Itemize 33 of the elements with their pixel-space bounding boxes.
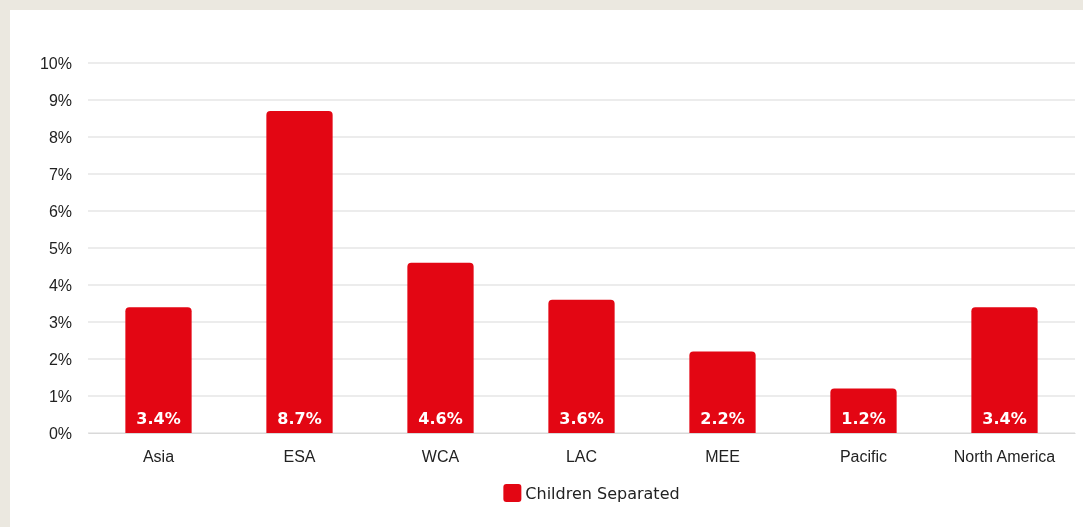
y-tick-label: 1% <box>48 387 72 405</box>
y-tick-label: 2% <box>48 350 72 368</box>
text: 4.6% <box>418 409 463 428</box>
bar <box>548 299 615 433</box>
y-tick-label: 0% <box>48 424 72 442</box>
text: 2.2% <box>700 409 745 428</box>
y-tick-label: 4% <box>48 276 72 294</box>
y-tick-label: 9% <box>48 91 72 109</box>
bar <box>407 262 474 433</box>
bar <box>125 307 192 433</box>
x-tick-label: WCA <box>421 448 460 466</box>
bar <box>689 351 756 433</box>
bar <box>830 388 897 433</box>
y-tick-label: 3% <box>48 313 72 331</box>
y-tick-label: 6% <box>48 202 72 220</box>
text: 3.4% <box>136 409 181 428</box>
legend-label: Children Separated <box>525 484 680 503</box>
y-tick-label: 8% <box>48 128 72 146</box>
text: 8.7% <box>277 409 322 428</box>
x-tick-label: Pacific <box>839 448 888 466</box>
y-tick-label: 5% <box>48 239 72 257</box>
text: 3.6% <box>559 409 604 428</box>
x-tick-label: LAC <box>565 448 598 466</box>
bar <box>266 111 333 433</box>
bar <box>971 307 1038 433</box>
x-tick-label: MEE <box>705 448 740 466</box>
x-tick-label: Asia <box>142 448 175 466</box>
x-tick-label: North America <box>953 448 1056 466</box>
x-tick-label: ESA <box>283 448 316 466</box>
text: 1.2% <box>841 409 886 428</box>
y-tick-label: 10% <box>39 54 72 72</box>
y-tick-label: 7% <box>48 165 72 183</box>
text: 3.4% <box>982 409 1027 428</box>
